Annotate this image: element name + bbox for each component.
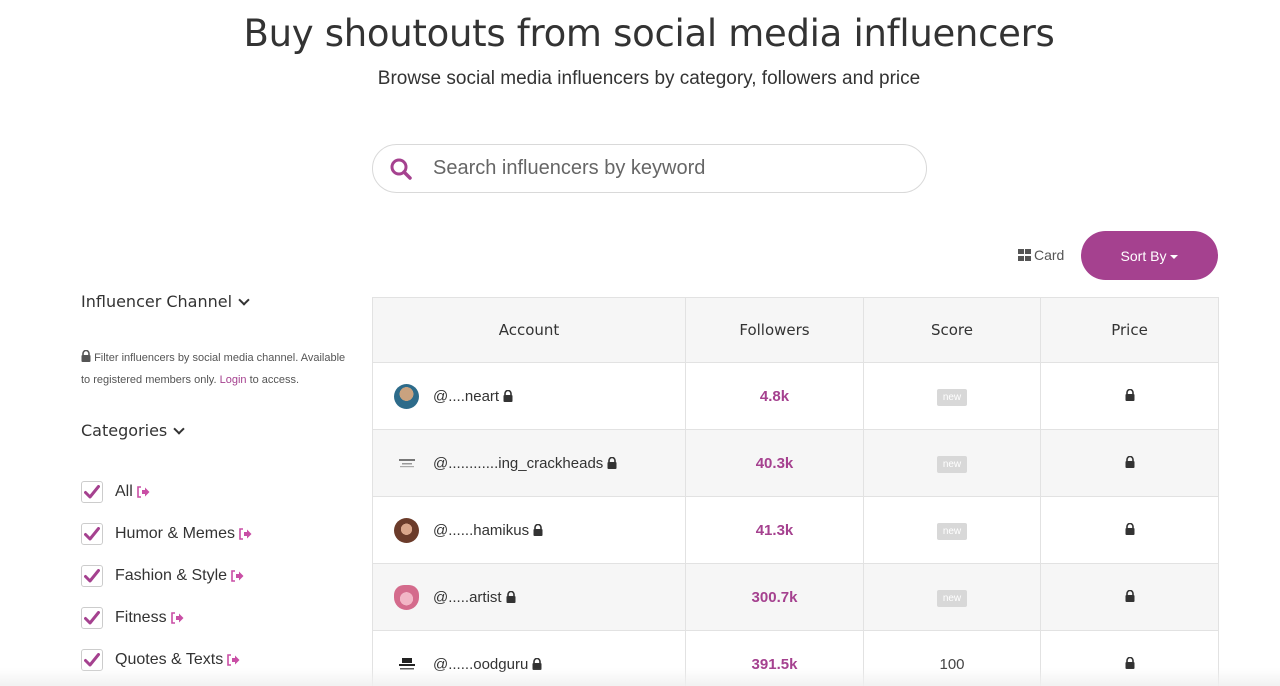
category-item[interactable]: Fitness <box>81 597 252 639</box>
avatar <box>394 450 419 476</box>
column-header-price[interactable]: Price <box>1040 297 1219 363</box>
score-new-badge: new <box>936 522 968 540</box>
category-list: All Humor & Memes Fashion & Style Fitnes… <box>81 471 252 681</box>
categories-toggle[interactable]: Categories <box>81 421 185 440</box>
followers-count: 40.3k <box>755 454 794 472</box>
category-checkbox[interactable] <box>81 481 103 503</box>
filter-note-suffix: to access. <box>249 374 300 386</box>
card-view-toggle[interactable]: Card <box>1018 247 1064 263</box>
influencer-channel-toggle[interactable]: Influencer Channel <box>81 292 250 311</box>
chevron-down-icon <box>238 293 250 306</box>
grid-icon <box>1018 249 1031 261</box>
avatar <box>394 383 419 409</box>
checkmark-icon <box>84 485 100 499</box>
sort-by-label: Sort By <box>1120 247 1167 264</box>
card-view-label: Card <box>1034 247 1065 263</box>
price-lock-icon <box>1125 388 1134 401</box>
lock-icon <box>506 591 516 603</box>
category-label: Fashion & Style <box>115 567 228 584</box>
category-item[interactable]: Humor & Memes <box>81 513 252 555</box>
category-label: Quotes & Texts <box>115 651 224 668</box>
column-header-followers[interactable]: Followers <box>685 297 864 363</box>
category-checkbox[interactable] <box>81 565 103 587</box>
score-new-badge: new <box>936 589 968 607</box>
lock-icon <box>607 457 617 469</box>
lock-icon <box>81 349 91 362</box>
caret-down-icon <box>1170 254 1179 259</box>
page-subtitle: Browse social media influencers by categ… <box>377 68 921 89</box>
category-checkbox[interactable] <box>81 607 103 629</box>
account-handle[interactable]: @....neart <box>433 387 500 405</box>
filter-note-text: Filter influencers by social media chann… <box>81 352 346 386</box>
score-new-badge: new <box>936 455 968 473</box>
sort-by-button[interactable]: Sort By <box>1081 231 1218 280</box>
chevron-down-icon <box>173 422 185 435</box>
account-handle[interactable]: @.....artist <box>433 588 502 606</box>
sign-in-icon <box>136 486 150 498</box>
search-icon <box>390 158 412 180</box>
category-item[interactable]: Quotes & Texts <box>81 639 252 681</box>
bottom-fade <box>0 668 1280 686</box>
column-header-account[interactable]: Account <box>372 297 686 363</box>
table-row[interactable]: @............ing_crackheads 40.3k new <box>372 429 1219 497</box>
influencer-table: Account Followers Score Price @....neart… <box>372 297 1219 686</box>
price-lock-icon <box>1125 589 1134 602</box>
lock-icon <box>503 390 513 402</box>
influencer-channel-heading: Influencer Channel <box>81 292 233 311</box>
logo-icon <box>398 459 415 468</box>
score-new-badge: new <box>936 388 968 406</box>
categories-heading: Categories <box>81 421 168 440</box>
price-lock-icon <box>1125 455 1134 468</box>
lock-icon <box>533 524 543 536</box>
price-lock-icon <box>1125 656 1134 669</box>
price-lock-icon <box>1125 522 1134 535</box>
checkmark-icon <box>84 611 100 625</box>
followers-count: 4.8k <box>759 387 790 405</box>
category-item[interactable]: All <box>81 471 252 513</box>
page-title: Buy shoutouts from social media influenc… <box>243 12 1055 55</box>
search-input[interactable] <box>433 157 873 180</box>
channel-filter-note: Filter influencers by social media chann… <box>81 347 351 391</box>
sign-in-icon <box>239 528 252 540</box>
checkmark-icon <box>84 653 100 667</box>
table-row[interactable]: @....neart 4.8k new <box>372 362 1219 430</box>
category-item[interactable]: Fashion & Style <box>81 555 252 597</box>
category-checkbox[interactable] <box>81 523 103 545</box>
followers-count: 41.3k <box>755 521 794 539</box>
sign-in-icon <box>227 654 240 666</box>
column-header-score[interactable]: Score <box>863 297 1041 363</box>
table-row[interactable]: @.....artist 300.7k new <box>372 563 1219 631</box>
account-handle[interactable]: @......hamikus <box>433 521 530 539</box>
checkmark-icon <box>84 569 100 583</box>
category-label: All <box>115 483 133 500</box>
sign-in-icon <box>231 570 244 582</box>
login-link[interactable]: Login <box>219 374 247 386</box>
account-handle[interactable]: @............ing_crackheads <box>433 454 604 472</box>
category-label: Fitness <box>115 609 167 626</box>
table-row[interactable]: @......hamikus 41.3k new <box>372 496 1219 564</box>
avatar <box>394 517 419 543</box>
checkmark-icon <box>84 527 100 541</box>
search-bar[interactable] <box>372 144 927 193</box>
followers-count: 300.7k <box>751 588 798 606</box>
avatar <box>394 584 419 610</box>
sign-in-icon <box>170 612 184 624</box>
table-header-row: Account Followers Score Price <box>372 297 1219 363</box>
category-label: Humor & Memes <box>115 525 236 542</box>
